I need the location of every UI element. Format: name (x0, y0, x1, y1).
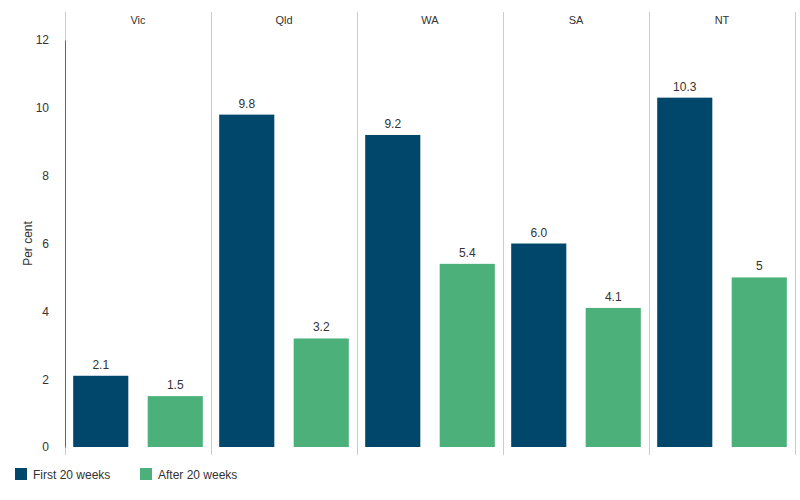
bar (657, 98, 712, 447)
data-labels: 2.1 9.8 9.2 6.0 10.3 1.5 3.2 5.4 4.1 5 (92, 80, 762, 392)
panel-separator (357, 12, 358, 455)
bar (732, 277, 787, 447)
y-axis: 0 2 4 6 8 10 12 (36, 33, 66, 454)
y-tick-label: 12 (36, 33, 50, 47)
data-label: 5 (756, 259, 763, 273)
y-tick-label: 10 (36, 101, 50, 115)
data-label: 6.0 (530, 226, 547, 240)
data-label: 9.8 (238, 97, 255, 111)
y-tick-label: 4 (42, 305, 49, 319)
panel-header: WA (421, 14, 439, 26)
bar (219, 115, 274, 447)
panel-header: Vic (130, 14, 146, 26)
chart: Vic Qld WA SA NT 0 2 4 6 8 10 12 Per cent 2.1 9.8 9.2 6.… (0, 0, 800, 500)
panel-header: SA (569, 14, 584, 26)
data-label: 10.3 (673, 80, 697, 94)
panel-separator (795, 12, 796, 455)
bar (73, 376, 128, 447)
legend-swatch (140, 468, 152, 480)
y-tick: 2 (42, 373, 65, 387)
legend: First 20 weeks After 20 weeks (15, 468, 237, 482)
legend-label: After 20 weeks (158, 468, 237, 482)
y-tick: 6 (42, 237, 65, 251)
data-label: 4.1 (605, 290, 622, 304)
y-tick-label: 0 (42, 440, 49, 454)
data-label: 1.5 (167, 378, 184, 392)
bar (440, 264, 495, 447)
bar (511, 244, 566, 448)
y-tick: 8 (42, 169, 65, 183)
y-tick-label: 6 (42, 237, 49, 251)
y-tick: 12 (36, 33, 65, 47)
panel-header: Qld (275, 14, 292, 26)
data-label: 2.1 (92, 358, 109, 372)
bars (73, 98, 787, 447)
panel-header: NT (715, 14, 730, 26)
y-axis-title: Per cent (21, 220, 35, 265)
legend-label: First 20 weeks (33, 468, 110, 482)
data-label: 3.2 (313, 320, 330, 334)
panel-separator (649, 12, 650, 455)
bar (294, 338, 349, 447)
data-label: 9.2 (384, 117, 401, 131)
bar (365, 135, 420, 447)
axis-line (65, 41, 66, 448)
bar (148, 396, 203, 447)
data-label: 5.4 (459, 246, 476, 260)
legend-swatch (15, 468, 27, 480)
y-tick: 0 (42, 440, 65, 454)
y-tick: 4 (42, 305, 65, 319)
panel-separator (65, 12, 66, 455)
y-tick-label: 8 (42, 169, 49, 183)
panel-separator (503, 12, 504, 455)
y-tick-label: 2 (42, 373, 49, 387)
y-tick: 10 (36, 101, 65, 115)
panels: Vic Qld WA SA NT (66, 12, 796, 455)
panel-separator (211, 12, 212, 455)
bar (586, 308, 641, 447)
